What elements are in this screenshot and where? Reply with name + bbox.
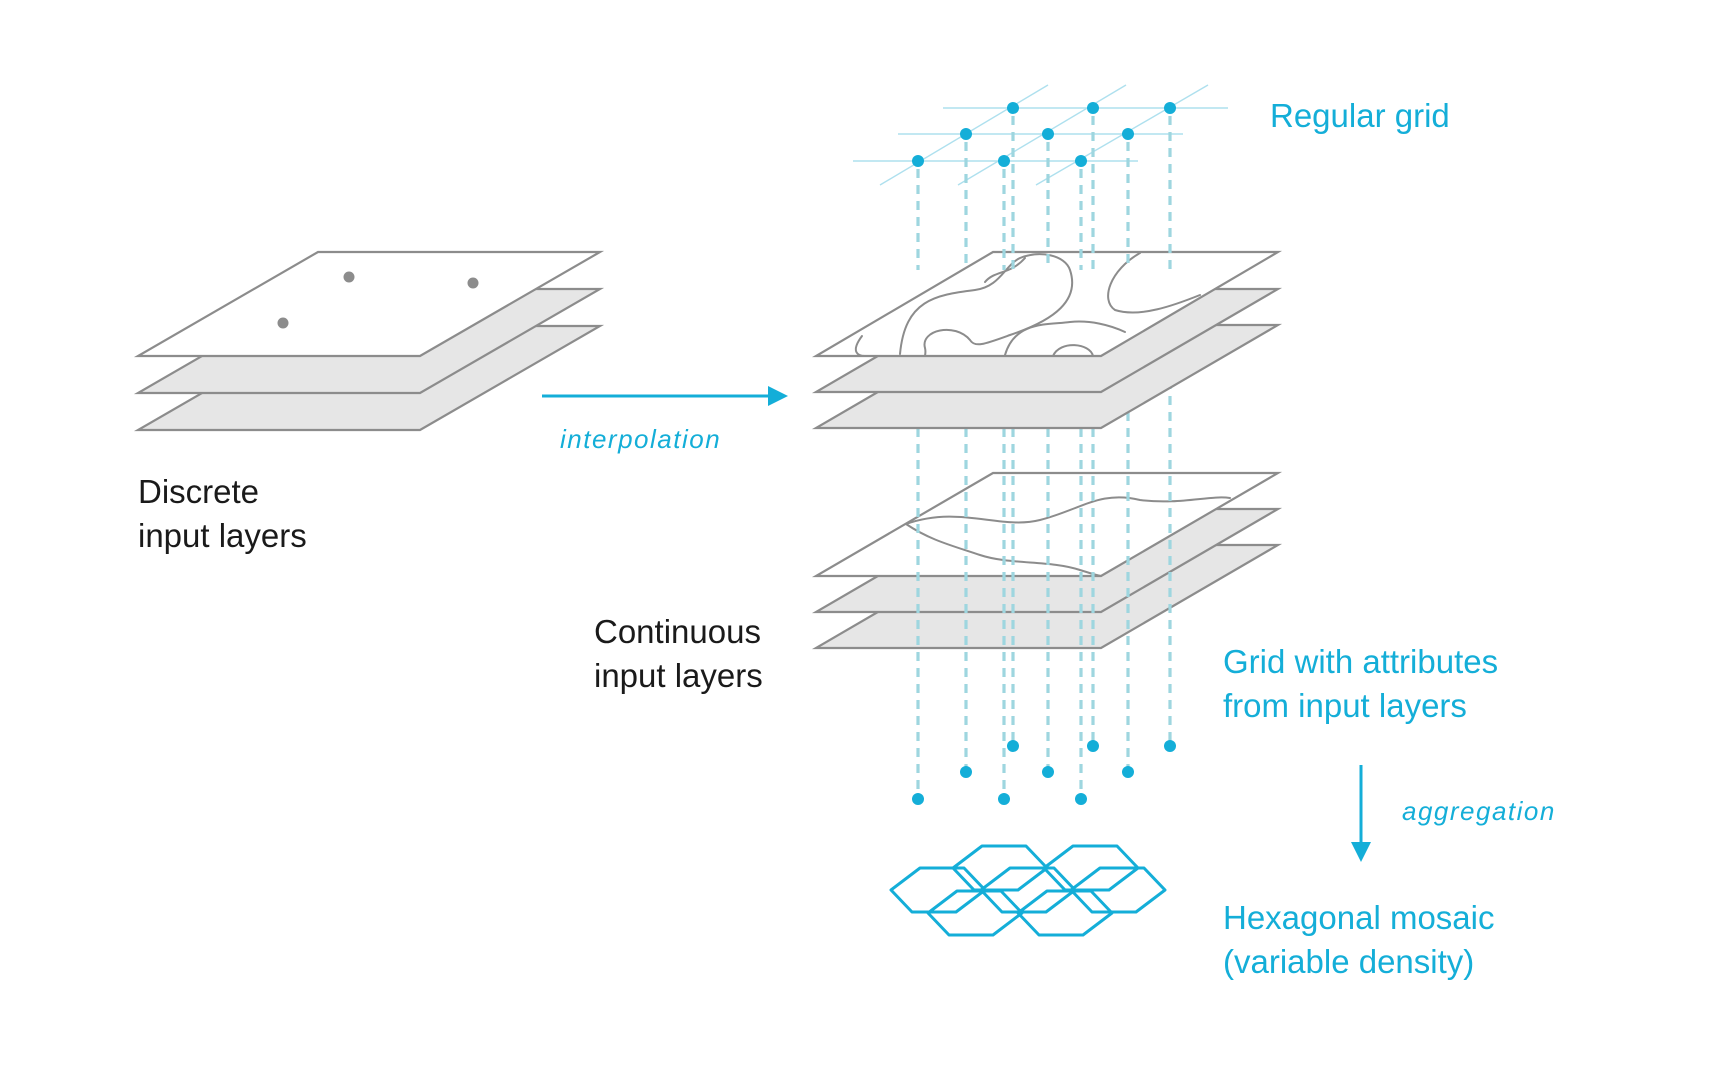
surface-contour bbox=[905, 496, 1231, 525]
grid-node bbox=[1007, 102, 1019, 114]
attribute-node bbox=[960, 766, 972, 778]
attribute-node bbox=[1042, 766, 1054, 778]
discrete-point bbox=[343, 271, 355, 283]
grid-top-drop-lines bbox=[916, 116, 1172, 270]
grid-attributes-line1: Grid with attributes bbox=[1223, 643, 1499, 680]
continuous-label-line1: Continuous bbox=[594, 613, 761, 650]
discrete-label-line1: Discrete bbox=[138, 473, 260, 510]
grid-attributes-label: Grid with attributes from input layers bbox=[1223, 640, 1498, 728]
grid-node bbox=[960, 128, 972, 140]
grid-attributes-line2: from input layers bbox=[1223, 687, 1467, 724]
surface-contour bbox=[905, 523, 1102, 577]
surface-contour bbox=[1004, 320, 1126, 356]
surface-contour bbox=[984, 257, 1026, 283]
surface-contour bbox=[854, 335, 866, 357]
aggregation-arrow bbox=[1351, 765, 1371, 862]
discrete-layers-label: Discrete input layers bbox=[138, 470, 307, 558]
interpolation-arrow bbox=[542, 386, 788, 406]
discrete-layer-top bbox=[133, 250, 605, 358]
discrete-point bbox=[467, 277, 479, 289]
attribute-node bbox=[1007, 740, 1019, 752]
hexagon-cell bbox=[1016, 889, 1114, 937]
interpolated-layer-stack bbox=[811, 250, 1283, 430]
grid-node bbox=[1087, 102, 1099, 114]
attribute-node bbox=[1164, 740, 1176, 752]
continuous-label-line2: input layers bbox=[594, 657, 763, 694]
regular-grid-lines bbox=[853, 84, 1228, 186]
grid-node bbox=[1042, 128, 1054, 140]
interpolated-layer-top bbox=[811, 250, 1283, 358]
attribute-node bbox=[1087, 740, 1099, 752]
hexagonal-mosaic bbox=[889, 844, 1167, 937]
surface-contour bbox=[1107, 252, 1201, 314]
attribute-node bbox=[912, 793, 924, 805]
discrete-point bbox=[277, 317, 289, 329]
regular-grid-label: Regular grid bbox=[1270, 97, 1450, 134]
hexagonal-mosaic-label: Hexagonal mosaic (variable density) bbox=[1223, 896, 1494, 984]
surface-contour bbox=[899, 253, 1074, 357]
regular-grid-nodes bbox=[912, 102, 1176, 167]
discrete-layer-stack bbox=[133, 250, 605, 432]
surface-contour bbox=[1052, 344, 1094, 357]
grid-node bbox=[1122, 128, 1134, 140]
hexagonal-line1: Hexagonal mosaic bbox=[1223, 899, 1495, 936]
grid-node bbox=[998, 155, 1010, 167]
attribute-node bbox=[998, 793, 1010, 805]
hexagon-cell bbox=[1069, 866, 1167, 914]
aggregation-label: aggregation bbox=[1402, 796, 1556, 826]
attribute-node bbox=[1122, 766, 1134, 778]
interpolation-label: interpolation bbox=[560, 424, 722, 454]
continuous-layers-label: Continuous input layers bbox=[594, 610, 763, 698]
hexagonal-line2: (variable density) bbox=[1223, 943, 1475, 980]
grid-node bbox=[1164, 102, 1176, 114]
attribute-node bbox=[1075, 793, 1087, 805]
grid-node bbox=[1075, 155, 1087, 167]
hexagon-cell bbox=[926, 889, 1024, 937]
grid-node bbox=[912, 155, 924, 167]
discrete-label-line2: input layers bbox=[138, 517, 307, 554]
attribute-grid-nodes bbox=[912, 740, 1176, 805]
